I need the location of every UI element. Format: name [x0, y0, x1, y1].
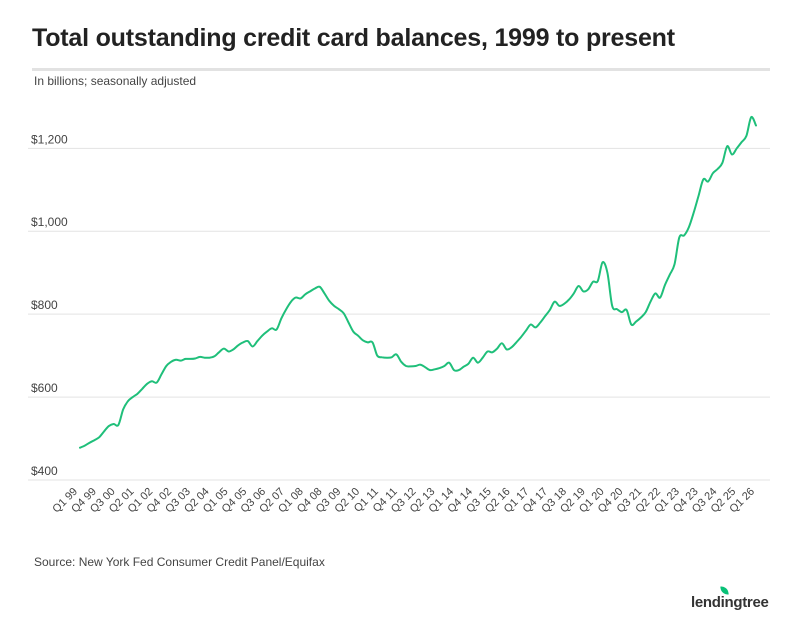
y-tick-label: $800	[31, 298, 58, 312]
gridlines	[28, 147, 770, 481]
y-tick-label: $400	[31, 464, 58, 478]
chart-title: Total outstanding credit card balances, …	[32, 24, 675, 52]
brand-logo: lendingtree	[691, 594, 769, 611]
y-tick-label: $1,000	[31, 215, 68, 229]
y-tick-label: $600	[31, 381, 58, 395]
balance-line	[79, 116, 757, 449]
y-axis-ticks: $400 $600 $800 $1,000 $1,200	[31, 132, 68, 478]
chart-subtitle: In billions; seasonally adjusted	[34, 74, 197, 88]
y-tick-label: $1,200	[31, 132, 68, 146]
source-note: Source: New York Fed Consumer Credit Pan…	[34, 555, 325, 569]
title-divider	[32, 68, 770, 71]
